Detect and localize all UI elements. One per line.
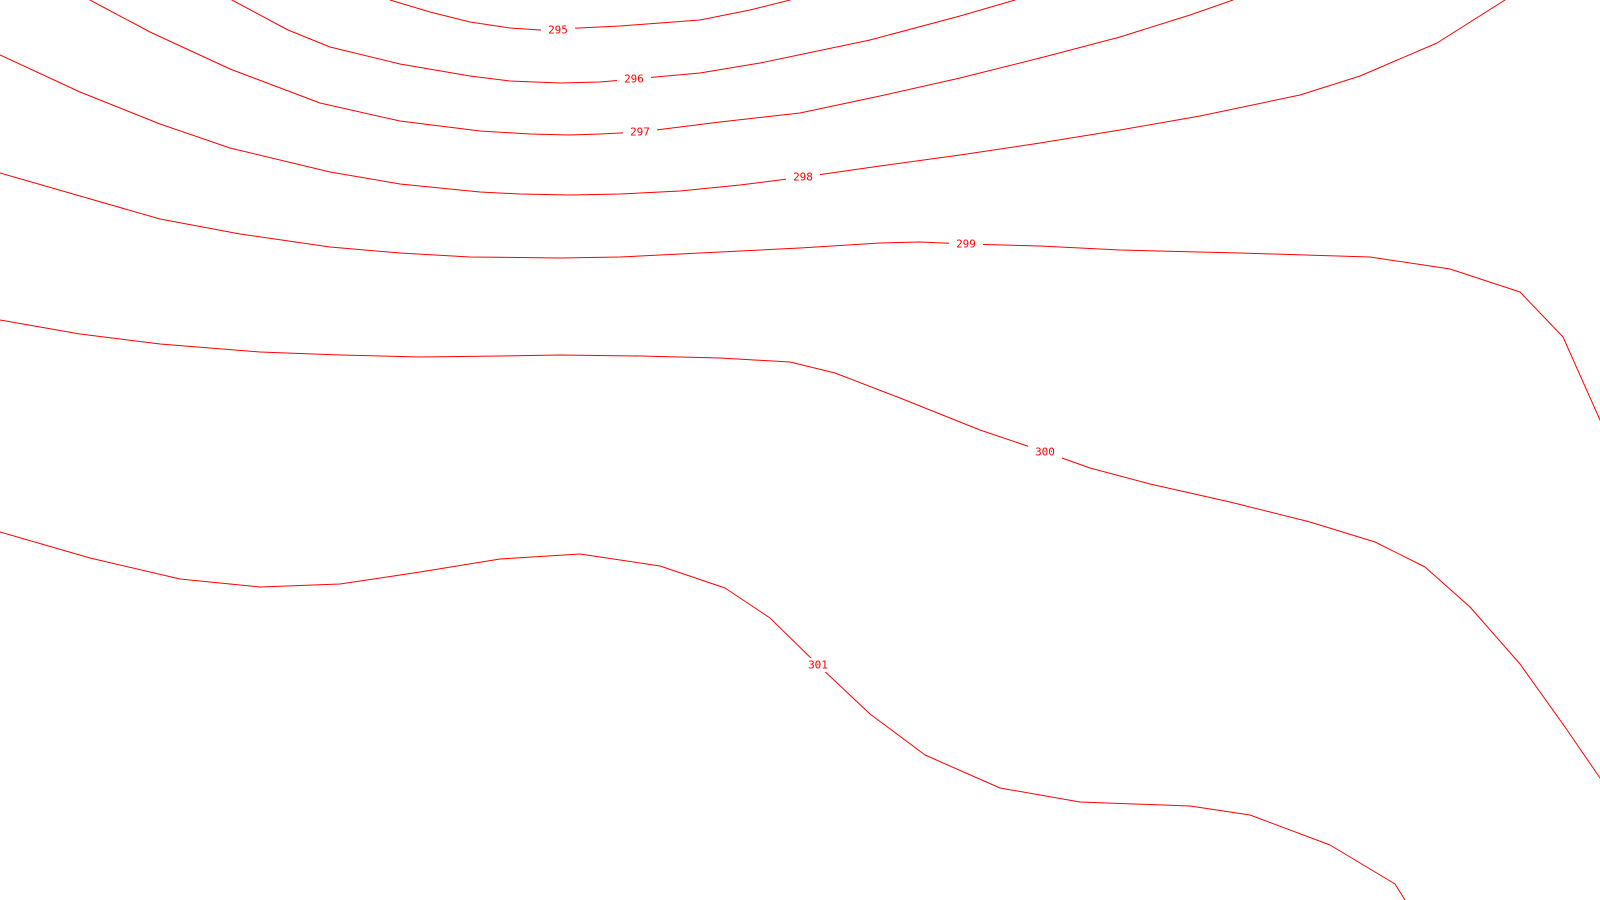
contour-line-301 [0, 531, 1406, 900]
contour-line-298 [0, 0, 1506, 196]
label-mask-301 [801, 658, 835, 672]
contour-label-296: 296 [624, 73, 644, 86]
contour-line-299 [0, 172, 1600, 421]
label-mask-295 [541, 23, 575, 37]
contour-300: 300 [0, 319, 1600, 779]
label-mask-300 [1028, 445, 1062, 459]
label-mask-297 [623, 125, 657, 139]
contour-label-299: 299 [956, 238, 976, 251]
label-mask-299 [949, 237, 983, 251]
label-mask-296 [617, 72, 651, 86]
contour-296: 296 [231, 0, 1016, 86]
label-mask-298 [786, 170, 820, 184]
contour-label-300: 300 [1035, 446, 1055, 459]
contour-297: 297 [89, 0, 1234, 139]
contour-301: 301 [0, 531, 1406, 900]
contour-label-297: 297 [630, 126, 650, 139]
contour-line-300 [0, 319, 1600, 779]
contour-line-296 [231, 0, 1016, 84]
contour-label-298: 298 [793, 171, 813, 184]
contour-298: 298 [0, 0, 1506, 196]
contour-line-297 [89, 0, 1234, 136]
contour-label-295: 295 [548, 24, 568, 37]
contour-299: 299 [0, 172, 1600, 421]
contour-295: 295 [389, 0, 791, 37]
contour-label-301: 301 [808, 659, 828, 672]
